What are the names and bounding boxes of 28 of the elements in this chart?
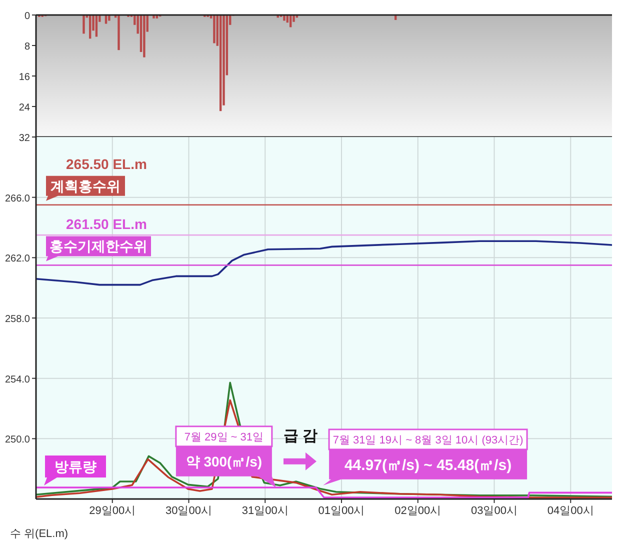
- text: 수 위(EL.m): [10, 528, 68, 540]
- x-tick-label: 30일00시: [166, 505, 212, 517]
- series-label: 방류량: [54, 458, 96, 475]
- annotation: 265.50 EL.m: [66, 156, 147, 172]
- y-tick-label: 0: [24, 11, 30, 22]
- x-tick-label: 04일00시: [547, 505, 594, 517]
- annotation: 급 감: [283, 427, 318, 444]
- y-tick-label: 258.0: [4, 314, 30, 325]
- x-tick-label: 01일00시: [318, 505, 365, 517]
- y-tick-label: 254.0: [4, 374, 30, 386]
- y-tick-label: 250.0: [4, 434, 30, 446]
- annotation: 약 300(㎥/s): [186, 453, 262, 470]
- y-tick-label: 262.0: [4, 254, 30, 265]
- y-tick-label: 24: [18, 102, 30, 114]
- x-tick-label: 29일00시: [89, 505, 136, 517]
- x-tick-label: 02일00시: [394, 505, 442, 517]
- annotation: 7월 31일 19시 ~ 8월 3일 10시 (93시간): [332, 434, 524, 446]
- ref-line-label: 계획홍수위: [50, 178, 120, 194]
- y-tick-label: 16: [18, 72, 30, 83]
- y-tick-label: 32: [18, 133, 30, 144]
- x-tick-label: 03일00시: [471, 505, 518, 517]
- ref-line-label: 홍수기제한수위: [50, 238, 148, 254]
- x-tick-label: 31일00시: [242, 505, 288, 517]
- annotation: 7월 29일 ~ 31일: [184, 431, 264, 444]
- annotation: 44.97(㎥/s) ~ 45.48(㎥/s): [344, 456, 512, 474]
- y-tick-label: 266.0: [4, 193, 30, 204]
- annotation: 261.50 EL.m: [66, 216, 147, 232]
- y-tick-label: 8: [24, 42, 30, 52]
